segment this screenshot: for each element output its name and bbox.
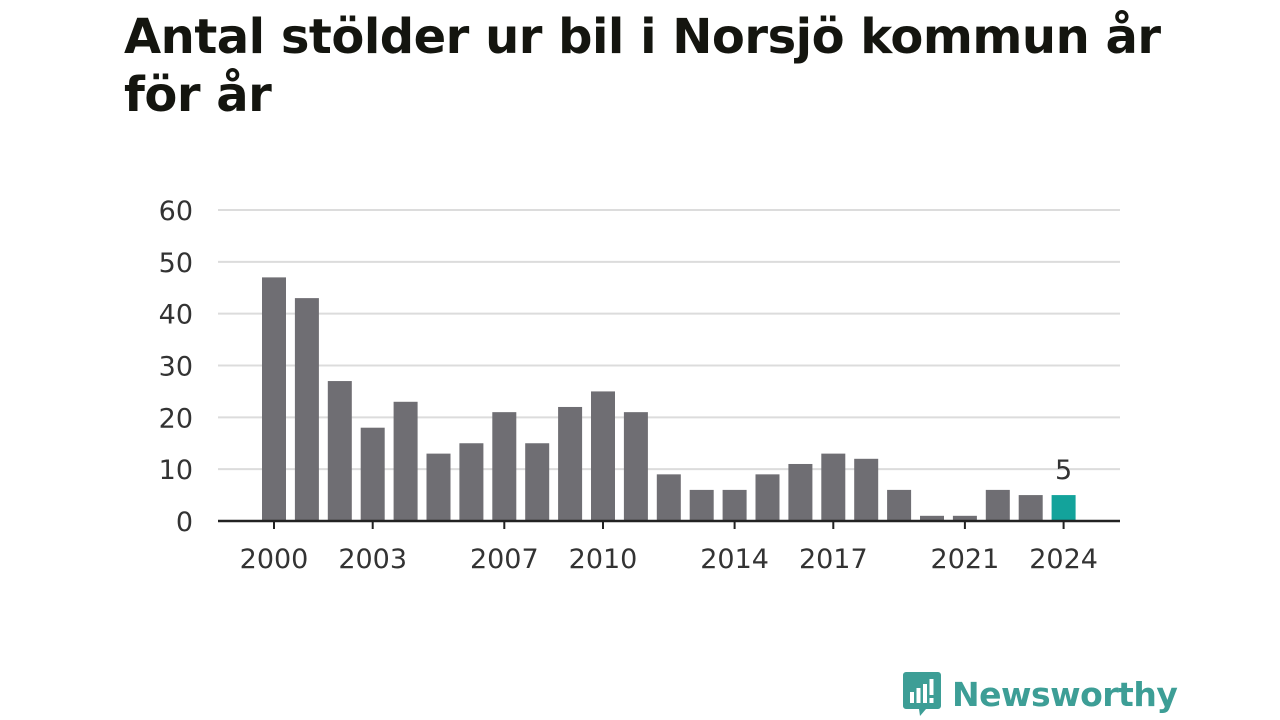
bar [920,515,944,521]
bar [656,474,681,521]
x-tick-label: 2003 [338,544,407,575]
x-tick-label: 2010 [569,544,638,575]
x-tick-label: 2000 [240,544,309,575]
bar [788,463,813,521]
bar [821,453,846,521]
bar [558,406,583,521]
newsworthy-logo-icon [903,672,941,716]
x-tick-label: 2024 [1029,544,1098,575]
bar [459,443,484,521]
bar [492,412,517,521]
bar [854,458,879,521]
brand-logo[interactable]: Newsworthy [902,670,1178,718]
y-tick-label: 50 [159,248,193,279]
bar [426,453,451,521]
bar [262,277,286,521]
bar [591,391,615,521]
data-label: 5 [1055,455,1072,486]
bar [327,381,352,521]
y-tick-label: 20 [159,403,193,434]
bar [1051,495,1076,521]
x-tick-label: 2021 [931,544,1000,575]
chart-title: Antal stölder ur bil i Norsjö kommun år … [124,9,1161,123]
bar [623,412,648,521]
x-tick-label: 2017 [799,544,868,575]
brand-name: Newsworthy [952,674,1178,714]
x-tick-label: 2007 [470,544,539,575]
bar [887,489,912,521]
y-tick-label: 60 [159,196,193,227]
bar [360,427,385,521]
y-tick-label: 30 [159,352,193,383]
bar [294,298,319,521]
bar [393,401,418,521]
bar [985,489,1010,521]
bar [755,474,780,521]
bar [689,489,714,521]
bar [952,515,977,521]
y-tick-label: 0 [176,507,193,538]
bar [722,489,747,521]
bar [525,443,550,521]
y-tick-label: 40 [159,300,193,331]
bar [1018,495,1043,521]
y-tick-label: 10 [159,455,193,486]
x-tick-label: 2014 [700,544,769,575]
